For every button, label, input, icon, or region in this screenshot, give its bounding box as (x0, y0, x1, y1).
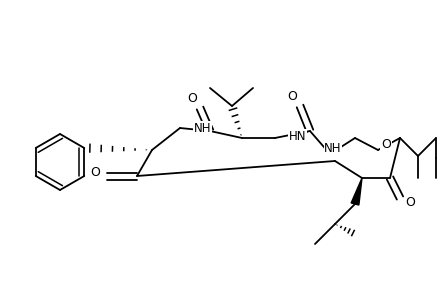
Text: O: O (287, 90, 297, 102)
Text: NH: NH (324, 142, 342, 156)
Text: O: O (90, 166, 100, 180)
Text: O: O (381, 138, 391, 150)
Text: O: O (187, 92, 197, 104)
Text: O: O (405, 196, 415, 210)
Polygon shape (351, 178, 362, 205)
Text: NH: NH (194, 122, 211, 134)
Text: HN: HN (289, 130, 306, 142)
